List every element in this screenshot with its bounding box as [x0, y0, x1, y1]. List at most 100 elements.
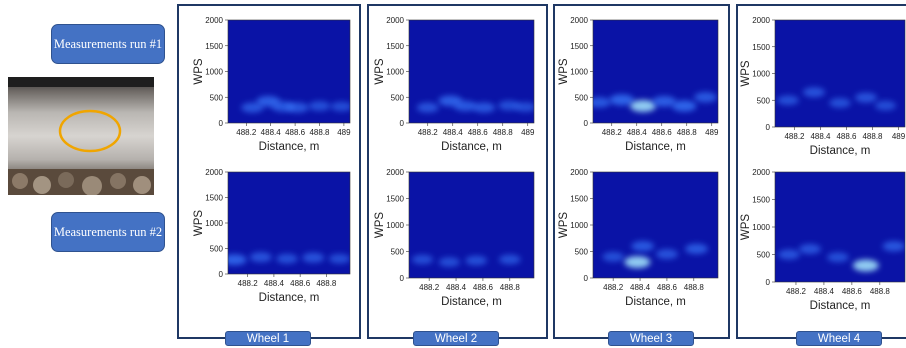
x-axis-label: Distance, m: [625, 296, 686, 308]
heatmap-blob-1: [803, 87, 825, 98]
y-tick-label: 1000: [570, 68, 588, 77]
heatmap-blob-0: [777, 249, 800, 260]
y-axis-label: WPS: [740, 60, 752, 87]
x-tick-label: 488.8: [684, 283, 705, 292]
heatmap-blob-2: [276, 253, 298, 264]
x-tick-label: 488.8: [870, 287, 891, 296]
y-tick-label: 0: [219, 119, 224, 128]
defect-highlight-ellipse: [58, 109, 122, 153]
x-tick-label: 488.2: [418, 128, 439, 137]
heatmap-blob-1: [798, 244, 821, 254]
heatmap-wheel-1-run-2: 0 500 1000 1500 2000 488.2 488.4 488.6 488.8 Dist…: [193, 168, 351, 304]
x-tick-label: 488.2: [786, 287, 807, 296]
heatmap-blob-5: [330, 101, 350, 112]
y-tick-label: 0: [584, 119, 589, 128]
x-tick-label: 488.6: [473, 283, 494, 292]
x-tick-label: 488.2: [784, 132, 805, 141]
y-tick-label: 1500: [386, 195, 404, 204]
y-tick-label: 2000: [752, 16, 770, 25]
heatmap-blob-2: [453, 100, 477, 112]
y-tick-label: 500: [757, 251, 771, 260]
x-tick-label: 488.4: [814, 287, 835, 296]
x-axis-label: Distance, m: [441, 296, 502, 308]
y-axis-label: WPS: [558, 212, 570, 239]
y-tick-label: 2000: [752, 168, 770, 177]
heatmap-blob-0: [602, 251, 624, 262]
y-tick-label: 1000: [752, 70, 770, 79]
y-axis-label: WPS: [740, 214, 752, 241]
heatmap-wheel-1-run-1: 0 500 1000 1500 2000 488.2 488.4 488.6 488.8 489 D…: [193, 16, 351, 153]
heatmap-blob-1: [438, 257, 460, 267]
heatmap-wheel-4-run-2: 0 500 1000 1500 2000 488.2 488.4 488.6 488.8 Dist…: [740, 168, 906, 312]
x-tick-label: 489: [521, 128, 535, 137]
heatmap-blob-2: [630, 100, 656, 113]
y-axis-label: WPS: [193, 58, 205, 85]
heatmap-blob-0: [593, 97, 611, 108]
y-tick-label: 1000: [386, 68, 404, 77]
y-tick-label: 1000: [752, 223, 770, 232]
y-tick-label: 2000: [386, 16, 404, 25]
heatmap-blob-0: [241, 102, 264, 113]
x-tick-label: 488.8: [493, 128, 514, 137]
heatmap-blob-0: [228, 254, 247, 266]
x-tick-label: 488.4: [810, 132, 831, 141]
wheel-3-label: Wheel 3: [608, 331, 694, 346]
y-tick-label: 1500: [386, 42, 404, 51]
x-tick-label: 488.6: [290, 279, 311, 288]
x-tick-label: 488.2: [238, 279, 259, 288]
x-tick-label: 488.6: [468, 128, 489, 137]
heatmap-blob-4: [308, 101, 331, 111]
heatmap-blob-2: [465, 255, 488, 266]
heatmap-blob-4: [882, 241, 905, 252]
x-axis-label: Distance, m: [259, 292, 320, 304]
x-axis-label: Distance, m: [441, 141, 502, 153]
heatmap-blob-3: [286, 102, 309, 113]
heatmap-blob-3: [855, 92, 877, 103]
x-tick-label: 488.4: [264, 279, 285, 288]
y-tick-label: 2000: [570, 168, 588, 177]
heatmap-blob-3: [852, 259, 879, 272]
y-tick-label: 500: [391, 248, 405, 257]
x-tick-label: 488.6: [285, 128, 306, 137]
heatmap-wheel-2-run-2: 0 500 1000 1500 2000 488.2 488.4 488.6 488.8 Dist…: [374, 168, 535, 308]
heatmap-blob-3: [472, 102, 496, 113]
y-tick-label: 1000: [205, 219, 223, 228]
x-tick-label: 488.6: [836, 132, 857, 141]
y-tick-label: 1500: [570, 42, 588, 51]
heatmap-blob-2: [631, 241, 655, 252]
y-tick-label: 0: [766, 278, 771, 287]
heatmap-wheel-3-run-1: 0 500 1000 1500 2000 488.2 488.4 488.6 488.8 489 D…: [558, 16, 719, 153]
y-tick-label: 0: [219, 270, 224, 279]
heatmap-wheel-3-run-2: 0 500 1000 1500 2000 488.2 488.4 488.6 488.8 Dist…: [558, 168, 719, 308]
heatmap-blob-4: [498, 100, 520, 111]
y-tick-label: 1500: [205, 194, 223, 203]
heatmap-blob-0: [411, 254, 434, 265]
x-tick-label: 488.2: [603, 283, 624, 292]
y-tick-label: 1000: [386, 221, 404, 230]
y-tick-label: 0: [400, 274, 405, 283]
heatmap-blob-0: [416, 102, 439, 113]
y-tick-label: 2000: [570, 16, 588, 25]
heatmap-blob-4: [672, 100, 697, 112]
x-tick-label: 488.4: [443, 128, 464, 137]
heatmap-background: [593, 172, 718, 278]
x-tick-label: 489: [705, 128, 719, 137]
heatmap-blob-4: [685, 243, 708, 255]
x-tick-label: 488.8: [862, 132, 883, 141]
y-tick-label: 1500: [205, 42, 223, 51]
x-tick-label: 488.2: [602, 128, 623, 137]
y-tick-label: 1000: [205, 68, 223, 77]
heatmap-wheel-4-run-1: 0 500 1000 1500 2000 488.2 488.4 488.6 488.8 489 D…: [740, 16, 906, 157]
y-tick-label: 2000: [205, 16, 223, 25]
y-tick-label: 0: [766, 123, 771, 132]
y-tick-label: 500: [391, 93, 405, 102]
run2-label: Measurements run #2: [51, 212, 165, 252]
y-tick-label: 500: [757, 96, 771, 105]
y-axis-label: WPS: [374, 58, 386, 85]
x-tick-label: 488.6: [657, 283, 678, 292]
heatmap-blob-4: [874, 100, 897, 111]
heatmap-blob-3: [652, 95, 677, 107]
x-tick-label: 489: [337, 128, 351, 137]
heatmap-blob-2: [829, 98, 851, 108]
x-tick-label: 488.4: [627, 128, 648, 137]
